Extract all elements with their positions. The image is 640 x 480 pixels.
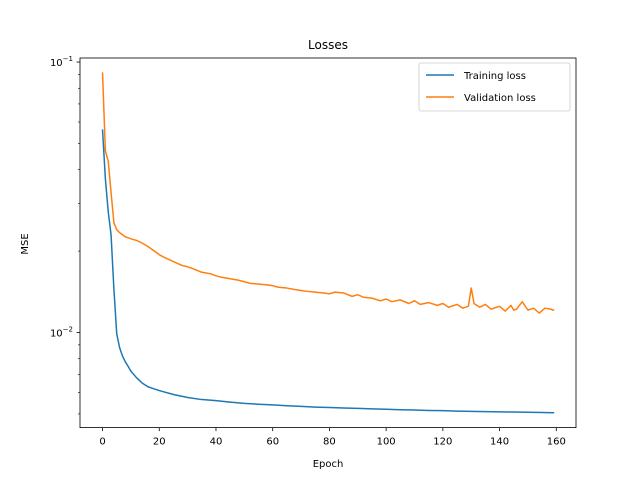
x-tick-label: 100 (377, 437, 396, 448)
x-tick-label: 140 (490, 437, 509, 448)
legend-box (418, 62, 571, 112)
x-tick-label: 160 (547, 437, 566, 448)
x-tick-label: 80 (323, 437, 336, 448)
y-tick-label: 10−2 (50, 325, 73, 339)
y-tick-label: 10−1 (50, 55, 73, 69)
x-tick-label: 20 (153, 437, 166, 448)
x-axis: 0 20 40 60 80 100 120 140 160 (99, 427, 566, 448)
plot-area (101, 72, 555, 414)
x-tick-label: 60 (266, 437, 279, 448)
legend-label-training-loss: Training loss (463, 71, 526, 82)
y-axis: 10−2 10−1 (50, 55, 80, 415)
plot-frame (79, 57, 577, 429)
x-tick-label: 0 (99, 437, 105, 448)
validation-loss-line (101, 72, 555, 314)
legend: Training loss Validation loss (418, 62, 571, 112)
legend-label-validation-loss: Validation loss (464, 93, 536, 104)
x-tick-label: 40 (210, 437, 223, 448)
y-axis-label: MSE (20, 233, 31, 254)
x-axis-label: Epoch (313, 459, 344, 470)
x-tick-label: 120 (433, 437, 452, 448)
chart-title: Losses (308, 38, 348, 52)
training-loss-line (101, 129, 555, 414)
